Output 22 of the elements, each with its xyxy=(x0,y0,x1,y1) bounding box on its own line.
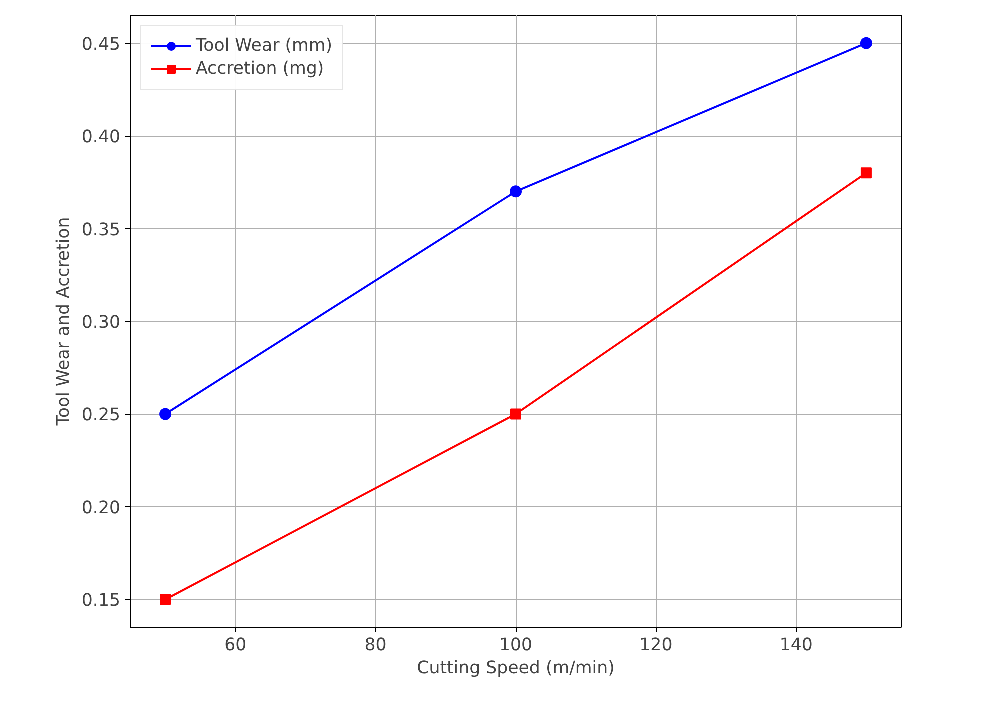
point xyxy=(160,594,172,606)
y-tick-label: 0.20 xyxy=(82,498,121,518)
y-tick-label: 0.15 xyxy=(82,591,121,612)
x-tick-label: 60 xyxy=(224,636,247,656)
legend-label: Accretion (mg) xyxy=(196,59,324,79)
x-tick-label: 100 xyxy=(499,636,533,656)
y-tick-label: 0.30 xyxy=(82,313,121,333)
y-tick-label: 0.40 xyxy=(82,128,121,148)
point xyxy=(860,37,872,50)
y-tick-label: 0.25 xyxy=(82,406,121,426)
x-tick-label: 140 xyxy=(780,636,813,656)
y-tick-label: 0.45 xyxy=(82,34,121,55)
x-tick-label: 80 xyxy=(364,636,387,656)
x-tick-label: 120 xyxy=(640,636,673,656)
x-axis-title: Cutting Speed (m/min) xyxy=(417,658,615,678)
y-axis-title: Tool Wear and Accretion xyxy=(54,217,74,427)
point xyxy=(510,186,522,198)
point xyxy=(860,168,872,179)
y-tick-label: 0.35 xyxy=(82,220,121,240)
point xyxy=(160,408,172,420)
point xyxy=(510,408,522,420)
legend-label: Tool Wear (mm) xyxy=(196,36,332,56)
